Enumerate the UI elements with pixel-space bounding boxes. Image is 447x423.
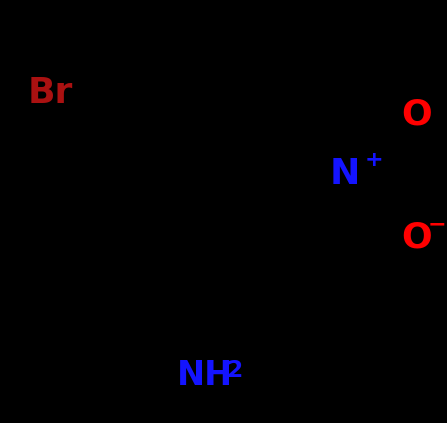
Text: +: +	[364, 150, 383, 170]
Text: 2: 2	[227, 360, 243, 382]
Text: −: −	[428, 215, 446, 235]
Text: N: N	[329, 157, 360, 191]
Text: Br: Br	[28, 77, 73, 110]
Text: NH: NH	[177, 360, 233, 393]
Text: O: O	[401, 220, 432, 254]
Text: O: O	[401, 97, 432, 132]
